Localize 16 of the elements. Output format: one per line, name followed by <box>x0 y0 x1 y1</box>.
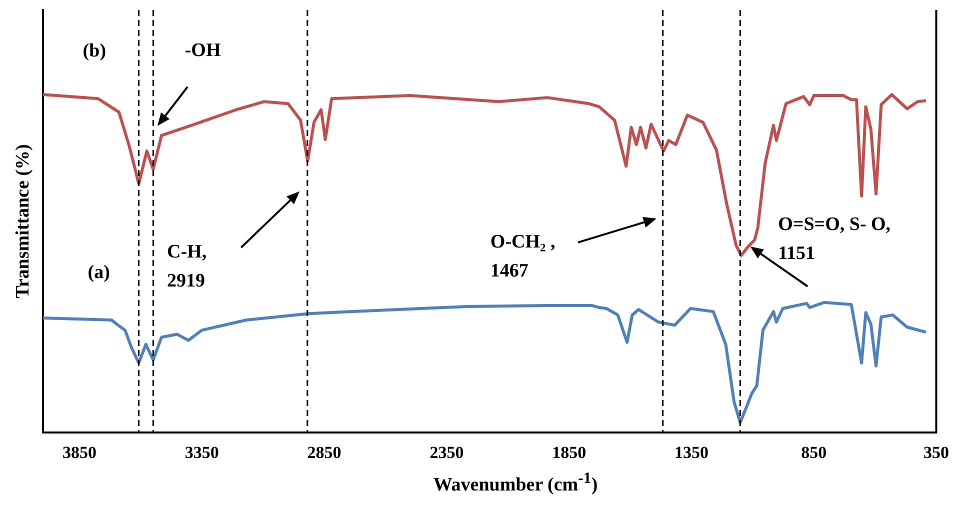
x-tick-label: 350 <box>924 443 949 462</box>
x-tick-label: 2350 <box>430 443 464 462</box>
y-axis-title: Transmittance (%) <box>12 144 34 298</box>
annotation: O=S=O, S- O, 1151 <box>778 214 891 264</box>
x-tick-label: 3850 <box>62 443 97 462</box>
series-label: (a) <box>88 262 110 283</box>
text: -OH <box>184 40 221 62</box>
annotation: C-H, 2919 <box>166 242 207 292</box>
x-tick-label: 850 <box>801 443 827 462</box>
x-tick-label: 2850 <box>307 443 342 462</box>
x-axis-title: Wavenumber (cm$^{-1}$) <box>432 470 599 496</box>
annotation: O-CH₂ , 1467 <box>490 232 556 282</box>
x-tick-label: 1350 <box>674 443 708 462</box>
x-tick-label: 1850 <box>552 443 586 462</box>
x-tick-label: 3350 <box>184 443 219 462</box>
series-label: (b) <box>82 40 106 62</box>
